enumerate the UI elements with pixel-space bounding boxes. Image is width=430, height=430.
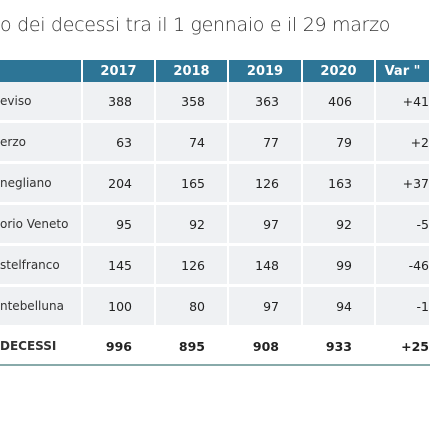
cell: 363 [228,82,303,123]
table-row: eviso 388 358 363 406 +41 [0,82,430,123]
cell: 908 [228,326,303,366]
row-label: orio Veneto [0,203,83,246]
cell: 165 [155,162,229,205]
cell: 895 [155,326,229,366]
cell: 80 [155,285,229,328]
row-label: negliano [0,162,83,205]
column-header: 2020 [302,60,376,82]
cell: 92 [302,203,376,246]
table-row: DECESSI 996 895 908 933 +25 [0,326,430,366]
row-label: erzo [0,121,83,164]
cell: 933 [302,326,376,366]
row-label: ntebelluna [0,285,83,328]
column-header: 2018 [155,60,229,82]
header-row: 2017 2018 2019 2020 Var " [0,60,430,82]
cell: 97 [228,285,303,328]
cell: 99 [302,244,376,287]
cell: 996 [82,326,156,366]
header-cell [0,60,83,82]
cell: 204 [82,162,156,205]
cell: 126 [155,244,229,287]
row-label: stelfranco [0,244,83,287]
column-header: Var " [375,60,430,82]
cell: 95 [82,203,156,246]
column-header: 2017 [82,60,156,82]
table-row: stelfranco 145 126 148 99 -46 [0,244,430,287]
cell: 358 [155,82,229,123]
cell: 100 [82,285,156,328]
cell: +25 [375,326,430,366]
table-row: negliano 204 165 126 163 +37 [0,162,430,205]
cell: -46 [375,244,430,287]
cell: 94 [302,285,376,328]
title: o dei decessi tra il 1 gennaio e il 29 m… [0,14,391,36]
table-row: ntebelluna 100 80 97 94 -1 [0,285,430,328]
cell: -5 [375,203,430,246]
cell: +37 [375,162,430,205]
table-body: eviso 388 358 363 406 +41 erzo 63 74 77 79 +2 neglia… [0,82,430,366]
table-row: erzo 63 74 77 79 +2 [0,121,430,164]
row-label: eviso [0,82,83,123]
cell: +2 [375,121,430,164]
table-row: orio Veneto 95 92 97 92 -5 [0,203,430,246]
cell: 145 [82,244,156,287]
cell: 126 [228,162,303,205]
cell: 163 [302,162,376,205]
cell: 388 [82,82,156,123]
cell: -1 [375,285,430,328]
cell: 148 [228,244,303,287]
cell: 79 [302,121,376,164]
cell: 74 [155,121,229,164]
row-label: DECESSI [0,326,83,366]
cell: 97 [228,203,303,246]
cell: +41 [375,82,430,123]
table: 2017 2018 2019 2020 Var " eviso 388 358 363 406 +… [0,60,430,366]
cell: 63 [82,121,156,164]
cell: 406 [302,82,376,123]
cell: 92 [155,203,229,246]
column-header: 2019 [228,60,303,82]
cell: 77 [228,121,303,164]
